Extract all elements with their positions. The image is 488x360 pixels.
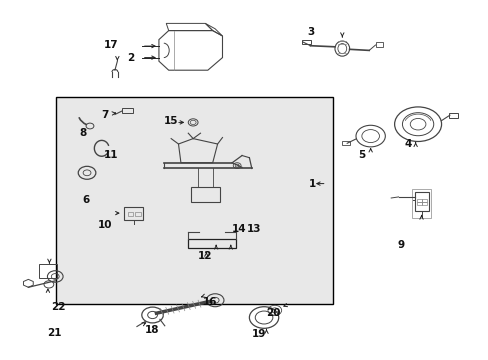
Text: 18: 18 [144,325,159,336]
Text: 14: 14 [232,224,246,234]
Text: 1: 1 [308,179,315,189]
Bar [123,207,143,220]
Text: 5: 5 [358,150,365,160]
Bar [448,113,457,118]
Text: 2: 2 [127,53,134,63]
Text: 4: 4 [404,139,411,149]
Bar [187,239,235,248]
Text: 22: 22 [51,302,66,312]
Text: 17: 17 [104,40,119,50]
Bar [39,264,57,278]
Text: 12: 12 [198,251,212,261]
Bar [127,212,133,216]
Text: 19: 19 [251,329,266,339]
Bar [302,40,310,44]
Bar [422,199,427,202]
Text: 3: 3 [306,27,313,37]
Text: 20: 20 [266,308,281,318]
Text: 6: 6 [82,195,89,205]
Text: 8: 8 [80,128,86,138]
Text: 9: 9 [397,240,404,250]
Bar [416,199,421,202]
Bar [422,202,427,205]
Bar [411,189,430,218]
Bar [190,187,220,202]
Text: 10: 10 [98,220,112,230]
Text: 11: 11 [104,150,119,160]
Bar [122,108,133,113]
Bar [56,97,332,304]
Bar [414,192,428,211]
Text: 21: 21 [47,328,62,338]
Text: 16: 16 [203,297,217,307]
Bar [416,202,421,205]
Text: 15: 15 [163,116,178,126]
Bar [375,42,383,47]
Text: 7: 7 [101,110,109,120]
Text: 13: 13 [246,224,261,234]
Bar [342,141,349,145]
Bar [135,212,141,216]
